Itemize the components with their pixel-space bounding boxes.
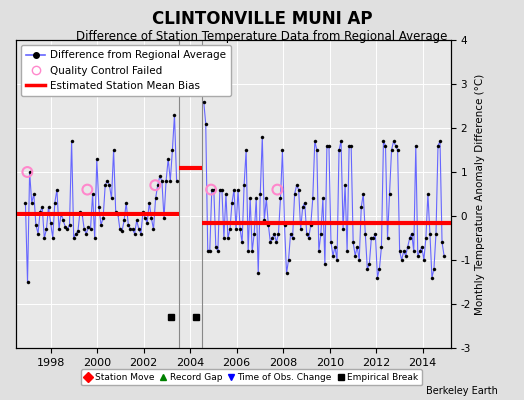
Y-axis label: Monthly Temperature Anomaly Difference (°C): Monthly Temperature Anomaly Difference (… <box>475 73 485 315</box>
Point <box>83 186 92 193</box>
Legend: Difference from Regional Average, Quality Control Failed, Estimated Station Mean: Difference from Regional Average, Qualit… <box>21 45 231 96</box>
Text: Berkeley Earth: Berkeley Earth <box>426 386 498 396</box>
Point <box>207 186 215 193</box>
Point <box>151 182 159 188</box>
Legend: Station Move, Record Gap, Time of Obs. Change, Empirical Break: Station Move, Record Gap, Time of Obs. C… <box>81 369 422 386</box>
Text: CLINTONVILLE MUNI AP: CLINTONVILLE MUNI AP <box>152 10 372 28</box>
Point <box>23 169 31 175</box>
Text: Difference of Station Temperature Data from Regional Average: Difference of Station Temperature Data f… <box>77 30 447 43</box>
Point <box>273 186 281 193</box>
